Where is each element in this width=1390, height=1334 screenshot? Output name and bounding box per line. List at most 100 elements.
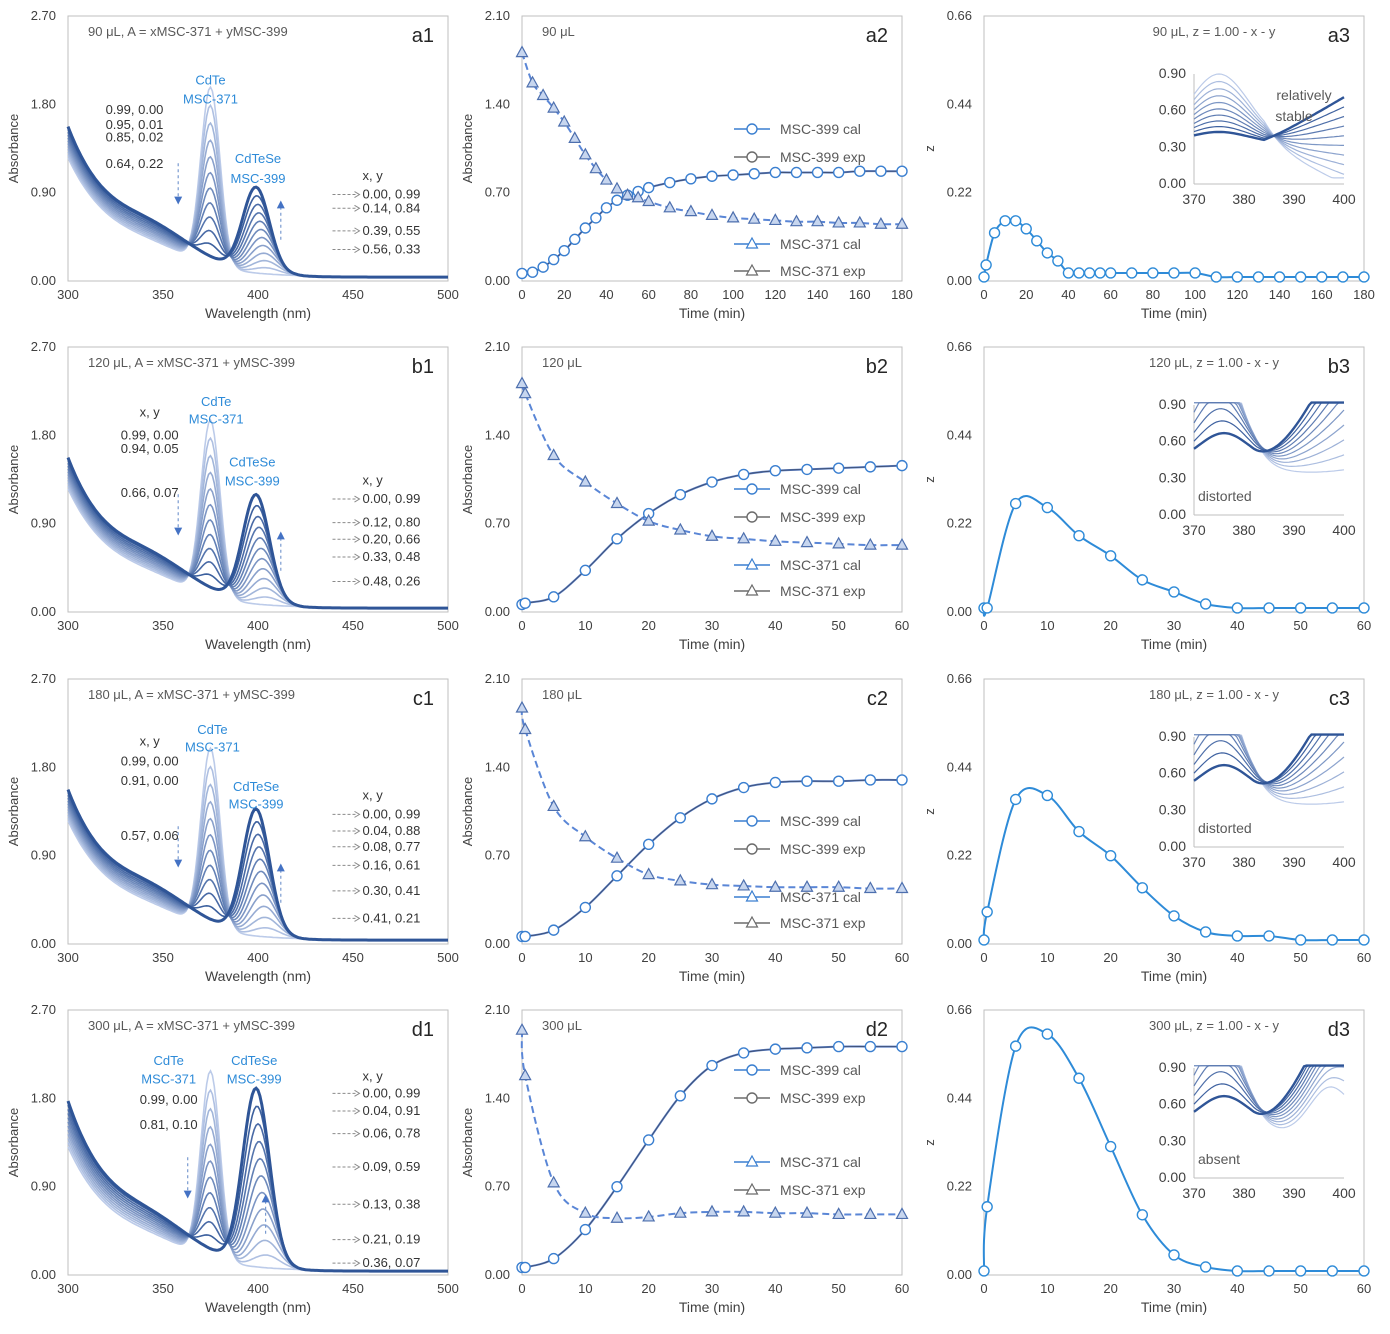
y-tick-label: 0.90: [31, 516, 56, 531]
data-point: [558, 245, 570, 257]
x-tick-label: 300: [57, 1281, 79, 1296]
panel-d2: 0 10 20 30 40 50 60 0.00 0.70 1.40 2.10 300 μL d2 Tim…: [460, 1002, 909, 1315]
x-tick-label: 500: [437, 618, 459, 633]
data-point: [896, 459, 908, 472]
data-point: [1337, 271, 1349, 283]
data-point: [769, 166, 782, 179]
data-point: [705, 208, 719, 220]
x-tick-label: 60: [895, 1281, 909, 1296]
spectrum-annotation: 0.99, 0.00: [140, 1092, 198, 1107]
x-tick-label: 20: [641, 950, 655, 965]
y-tick-label: 0.22: [947, 516, 972, 531]
data-point: [1294, 271, 1307, 283]
data-point: [1041, 789, 1054, 802]
data-point: [705, 529, 719, 541]
data-point: [1168, 910, 1180, 922]
label-leader-head: [354, 827, 361, 835]
spectrum-annotation: 0.64, 0.22: [106, 156, 164, 171]
inset-note: distorted: [1198, 820, 1252, 836]
data-point: [832, 462, 845, 474]
panel-label: a3: [1328, 25, 1350, 47]
x-tick-label: 100: [1184, 287, 1206, 302]
x-tick-label: 400: [247, 618, 269, 633]
legend-marker: [745, 889, 759, 902]
x-tick-label: 380: [1232, 522, 1256, 538]
data-point: [978, 271, 990, 283]
data-point: [769, 776, 782, 789]
panel-d1: 300 350 400 450 500 0.00 0.90 1.80 2.70 300 μL, A…: [6, 1002, 459, 1315]
data-point: [1073, 530, 1085, 542]
data-point: [1041, 247, 1054, 259]
inset-spectrum-line: [1193, 1064, 1344, 1116]
y-tick-label: 2.10: [485, 339, 510, 354]
label-leader-head: [354, 535, 361, 543]
spectrum-annotation: 0.81, 0.10: [140, 1117, 198, 1132]
x-tick-label: 0: [980, 1281, 987, 1296]
inset-spectrum-line: [1193, 73, 1344, 179]
data-point: [674, 1090, 687, 1102]
spectrum-annotation: 0.09, 0.59: [363, 1159, 421, 1174]
y-tick-label: 0.90: [1159, 396, 1186, 412]
label-leader-head: [354, 1163, 361, 1171]
x-tick-label: 370: [1182, 1185, 1206, 1201]
x-tick-label: 40: [768, 950, 782, 965]
data-point: [1009, 497, 1022, 510]
data-point: [800, 1205, 814, 1218]
label-leader-head: [354, 1236, 361, 1244]
data-point: [1073, 1072, 1085, 1084]
x-tick-label: 10: [1040, 618, 1054, 633]
data-point: [1316, 271, 1328, 283]
x-tick-label: 140: [1269, 287, 1291, 302]
x-tick-label: 120: [764, 287, 786, 302]
panel-title: 180 μL, z = 1.00 - x - y: [1149, 687, 1279, 702]
data-point: [832, 775, 845, 787]
x-tick-label: 50: [1293, 950, 1307, 965]
data-point: [664, 176, 676, 189]
x-tick-label: 50: [831, 950, 845, 965]
y-tick-label: 0.00: [947, 604, 972, 619]
x-tick-label: 400: [1332, 522, 1356, 538]
data-point: [611, 533, 623, 545]
data-point: [1041, 1028, 1054, 1040]
data-point: [1189, 267, 1201, 279]
data-point: [1326, 1265, 1339, 1277]
plot-frame: [983, 15, 1365, 282]
x-tick-label: 500: [437, 950, 459, 965]
legend-label: MSC-399 exp: [780, 1090, 866, 1106]
panel-d3: 0 10 20 30 40 50 60 0.00 0.22 0.44 0.66 300 μL, z =…: [922, 1002, 1371, 1315]
x-tick-label: 10: [578, 618, 592, 633]
x-tick-label: 40: [1230, 950, 1244, 965]
y-tick-label: 0.00: [31, 273, 56, 288]
data-point: [1294, 934, 1307, 946]
plot-frame: [521, 1009, 903, 1276]
data-point: [768, 879, 782, 892]
data-point: [705, 1204, 719, 1217]
panel-c1: 300 350 400 450 500 0.00 0.90 1.80 2.70 180 μL, A…: [6, 671, 459, 984]
data-point: [1009, 1040, 1022, 1052]
data-point: [801, 463, 813, 476]
x-tick-label: 390: [1282, 854, 1306, 870]
x-tick-label: 20: [1103, 950, 1117, 965]
data-point: [769, 464, 782, 477]
plot-frame: [67, 15, 449, 282]
data-point: [832, 536, 846, 549]
spectrum-annotation: 0.66, 0.07: [121, 485, 179, 500]
x-axis-label: Time (min): [679, 1299, 745, 1315]
label-leader-head: [354, 914, 361, 922]
y-axis-label: Absorbance: [460, 114, 475, 183]
data-point: [642, 194, 656, 207]
panel-label: a1: [412, 25, 434, 47]
y-axis-label: z: [922, 808, 937, 815]
legend-label: MSC-399 exp: [780, 841, 866, 857]
spectrum-annotation: 0.00, 0.99: [363, 806, 421, 821]
increase-arrowhead: [276, 531, 285, 540]
legend-label: MSC-371 cal: [780, 889, 861, 905]
y-tick-label: 0.70: [485, 516, 510, 531]
x-tick-label: 20: [1019, 287, 1033, 302]
spectrum-annotation: 0.39, 0.55: [363, 223, 421, 238]
panel-title: 90 μL, z = 1.00 - x - y: [1153, 24, 1276, 39]
panel-title: 180 μL, A = xMSC-371 + yMSC-399: [88, 687, 295, 702]
data-point: [1199, 598, 1212, 610]
x-tick-label: 390: [1282, 1185, 1306, 1201]
spectrum-line: [66, 1086, 448, 1273]
